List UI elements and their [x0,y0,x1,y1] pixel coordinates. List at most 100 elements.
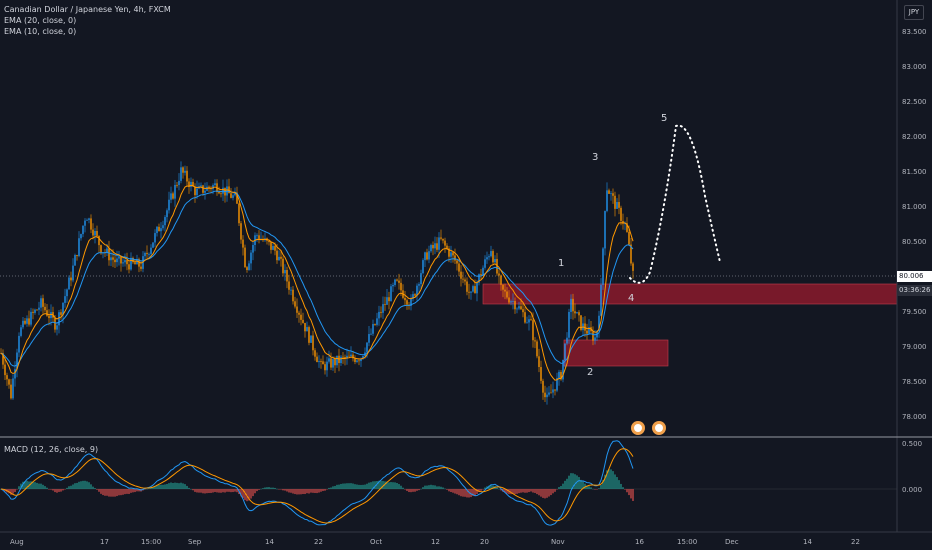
indicator-ema-10[interactable]: EMA (10, close, 0) [4,27,77,36]
candle-body [516,308,518,310]
macd-axis[interactable]: 0.500 0.000 [902,440,922,494]
macd-histogram-bar [394,482,396,489]
price-axis[interactable]: 83.500 83.000 82.500 82.000 81.500 81.00… [902,28,927,421]
macd-histogram-bar [552,489,554,494]
candle-body [190,181,192,187]
macd-histogram-bar [510,489,512,495]
macd-legend[interactable]: MACD (12, 26, close, 9) [4,445,99,454]
candle-body [584,323,586,331]
time-label: Sep [188,538,202,546]
candle-body [220,193,222,195]
macd-histogram-bar [118,489,120,496]
macd-histogram-bar [338,484,340,489]
candle-body [268,240,270,243]
macd-histogram-bar [94,488,96,489]
macd-histogram-bar [596,489,598,490]
macd-histogram-bar [440,486,442,489]
candle-body [396,279,398,281]
candle-body [48,315,50,319]
candle-body [354,358,356,362]
macd-histogram-bar [166,483,168,489]
candle-body [62,302,64,315]
macd-histogram-bar [120,489,122,496]
macd-histogram-bar [430,484,432,489]
candle-body [552,389,554,393]
zone-box-upper[interactable] [482,283,898,305]
macd-histogram-bar [518,489,520,494]
wave-label-2: 2 [587,367,593,378]
macd-histogram-bar [224,489,226,493]
candle-body [414,294,416,296]
macd-histogram-bar [298,489,300,495]
macd-histogram-bar [204,489,206,494]
macd-histogram-bar [618,480,620,489]
candle-body [302,319,304,323]
macd-histogram-bar [360,484,362,489]
macd-histogram-bar [102,489,104,496]
macd-histogram-bar [76,482,78,489]
candle-body [8,379,10,385]
event-icon-earnings[interactable] [652,421,666,435]
time-axis[interactable]: Aug 17 15:00 Sep 14 22 Oct 12 20 Nov 16 … [10,538,860,546]
candle-body [250,252,252,264]
wave-label-5: 5 [661,113,667,124]
price-label: 81.000 [902,203,927,211]
macd-histogram-bar [58,489,60,492]
candle-body [368,334,370,343]
macd-histogram-bar [372,481,374,489]
macd-histogram-bar [222,489,224,493]
macd-histogram-bar [514,489,516,495]
macd-histogram-bar [92,486,94,489]
macd-histogram-bar [370,482,372,489]
macd-histogram-bar [368,482,370,489]
candle-body [18,335,20,353]
candle-body [156,226,158,234]
macd-histogram-bar [80,481,82,489]
macd-histogram-bar [130,489,132,493]
candle-body [12,378,14,399]
macd-histogram-bar [382,480,384,489]
candle-body [464,279,466,282]
candle-body [632,263,634,271]
candle-body [248,263,250,270]
projected-wave-path[interactable] [629,124,721,284]
macd-histogram-bar [10,489,12,495]
macd-histogram-bar [546,489,548,498]
candle-body [140,266,142,269]
indicator-ema-20[interactable]: EMA (20, close, 0) [4,16,77,25]
price-label: 82.000 [902,133,927,141]
macd-histogram-bar [300,489,302,495]
candle-body [608,190,610,194]
macd-histogram-bar [416,489,418,491]
macd-histogram-bar [264,487,266,489]
candle-body [84,220,86,226]
candle-body [492,251,494,263]
candle-body [374,324,376,325]
macd-histogram-bar [314,489,316,494]
macd-histogram-bar [48,489,50,490]
candle-body [106,248,108,253]
candle-body [68,277,70,290]
time-label: Dec [725,538,739,546]
symbol-title[interactable]: Canadian Dollar / Japanese Yen, 4h, FXCM [4,5,171,14]
event-icon-dividend[interactable] [631,421,645,435]
candle-body [320,361,322,362]
macd-histogram-bar [270,487,272,489]
macd-histogram-bar [404,489,406,490]
time-label: Aug [10,538,24,546]
macd-histogram-bar [594,489,596,490]
zone-box-lower[interactable] [563,339,669,367]
candle-body [618,202,620,208]
macd-histogram-bar [386,481,388,489]
candle-body [276,250,278,261]
currency-badge[interactable]: JPY [904,5,924,20]
macd-histogram-bar [158,484,160,489]
macd-histogram-bar [550,489,552,496]
candle-body [122,262,124,264]
candle-body [38,307,40,310]
macd-histogram-bar [280,489,282,490]
candle-body [258,235,260,240]
macd-histogram-bar [54,489,56,493]
candle-body [130,257,132,270]
